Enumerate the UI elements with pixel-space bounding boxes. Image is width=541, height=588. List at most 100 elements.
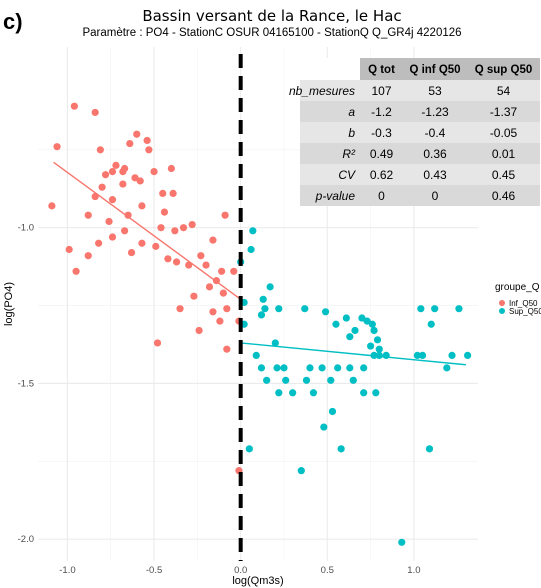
legend-label-inf-q50: Inf_Q50	[509, 299, 538, 308]
table-header-label: Q sup Q50	[475, 64, 533, 76]
point-sup-q50	[327, 376, 335, 384]
x-axis-label: log(Qm3s)	[232, 575, 283, 587]
table-row-label: b	[348, 126, 355, 140]
point-sup-q50	[263, 376, 271, 384]
table-header-cell	[360, 58, 403, 80]
y-tick-label: -2.0	[18, 534, 34, 545]
point-sup-q50	[346, 364, 354, 372]
point-inf-q50	[127, 249, 136, 257]
point-sup-q50	[271, 339, 279, 347]
y-tick-label: -1.0	[18, 223, 34, 234]
point-sup-q50	[318, 364, 326, 372]
chart-subtitle: Paramètre : PO4 - StationC OSUR 04165100…	[82, 27, 461, 39]
point-inf-q50	[70, 102, 78, 110]
table-cell: 54	[497, 84, 511, 98]
point-inf-q50	[121, 164, 129, 173]
x-tick-label: 0.5	[321, 565, 334, 576]
point-sup-q50	[373, 336, 382, 344]
table-row-label: R²	[342, 147, 356, 161]
point-sup-q50	[370, 351, 378, 359]
point-sup-q50	[443, 364, 451, 372]
point-inf-q50	[221, 211, 229, 219]
point-inf-q50	[195, 326, 203, 335]
point-inf-q50	[169, 189, 177, 198]
point-inf-q50	[218, 267, 226, 275]
point-inf-q50	[119, 180, 127, 188]
table-cell: 0.45	[492, 168, 516, 182]
point-inf-q50	[209, 236, 217, 244]
point-inf-q50	[108, 233, 117, 241]
point-sup-q50	[375, 345, 383, 353]
point-inf-q50	[48, 202, 56, 210]
point-sup-q50	[464, 351, 472, 359]
table-cell: -0.05	[490, 126, 518, 140]
point-sup-q50	[275, 305, 283, 313]
point-sup-q50	[321, 308, 330, 316]
point-inf-q50	[159, 189, 167, 198]
table-row	[300, 101, 540, 122]
point-sup-q50	[332, 320, 340, 328]
legend-key-inf-q50	[499, 300, 505, 306]
point-sup-q50	[413, 351, 421, 359]
point-sup-q50	[289, 389, 297, 397]
table-header-cell	[403, 58, 467, 80]
point-inf-q50	[188, 220, 196, 229]
point-inf-q50	[145, 146, 153, 154]
table-cell: 0	[378, 189, 385, 203]
fit-line-inf-q50	[53, 161, 242, 300]
point-sup-q50	[375, 351, 383, 359]
point-inf-q50	[176, 305, 184, 313]
point-inf-q50	[84, 252, 92, 260]
point-sup-q50	[360, 389, 368, 397]
point-inf-q50	[197, 252, 205, 260]
point-inf-q50	[112, 161, 120, 169]
table-cell: -0.4	[425, 126, 446, 140]
table-cell: 0.46	[492, 189, 516, 203]
point-inf-q50	[138, 202, 146, 210]
table-header-label: Q tot	[368, 64, 395, 76]
table-row-label: p-value	[315, 189, 356, 203]
point-sup-q50	[282, 376, 290, 384]
point-sup-q50	[358, 314, 366, 322]
point-sup-q50	[368, 320, 376, 328]
point-inf-q50	[223, 305, 231, 313]
point-sup-q50	[309, 389, 318, 397]
point-inf-q50	[185, 261, 193, 269]
point-inf-q50	[167, 164, 175, 173]
legend-label-sup-q50: Sup_Q50	[509, 307, 541, 316]
x-tick-label: -0.5	[146, 565, 162, 576]
table-header-label: Q inf Q50	[409, 64, 460, 76]
point-sup-q50	[398, 538, 406, 546]
table-cell: -0.3	[371, 126, 392, 140]
point-sup-q50	[280, 364, 288, 372]
point-sup-q50	[259, 295, 267, 303]
point-inf-q50	[101, 171, 110, 179]
point-sup-q50	[297, 467, 305, 475]
table-cell: 0.01	[492, 147, 516, 161]
table-row-label: a	[348, 105, 355, 119]
point-inf-q50	[172, 258, 181, 266]
panel-letter: c)	[3, 9, 23, 34]
table-row	[300, 185, 540, 206]
point-sup-q50	[257, 364, 266, 372]
point-inf-q50	[98, 183, 106, 191]
table-header-cell	[467, 58, 540, 80]
point-sup-q50	[328, 407, 337, 416]
point-sup-q50	[366, 342, 375, 350]
point-inf-q50	[53, 143, 61, 151]
point-sup-q50	[273, 364, 281, 372]
table-cell: 0.43	[423, 168, 447, 182]
table-cell: 0.36	[423, 147, 447, 161]
point-inf-q50	[91, 192, 99, 201]
point-inf-q50	[121, 227, 129, 235]
point-inf-q50	[153, 339, 162, 347]
point-sup-q50	[249, 227, 257, 235]
table-row	[300, 80, 540, 101]
point-inf-q50	[150, 168, 158, 176]
table-cell: -1.23	[421, 105, 449, 119]
point-sup-q50	[372, 389, 380, 397]
point-inf-q50	[160, 208, 169, 216]
point-sup-q50	[382, 351, 390, 359]
y-axis-label: log(PO4)	[3, 282, 15, 326]
